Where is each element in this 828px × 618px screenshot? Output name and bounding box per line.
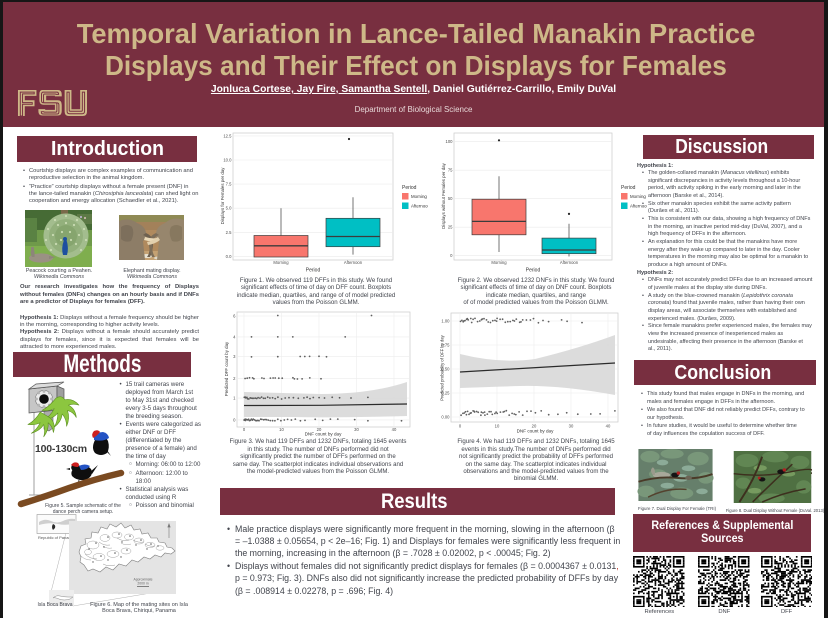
svg-text:Morning: Morning	[273, 260, 289, 265]
svg-text:10: 10	[495, 424, 500, 429]
svg-text:50: 50	[448, 196, 453, 201]
svg-text:1.00: 1.00	[441, 319, 450, 324]
svg-text:5.0: 5.0	[226, 206, 232, 211]
svg-text:6: 6	[233, 314, 236, 319]
svg-text:Republic of Panama: Republic of Panama	[38, 535, 75, 540]
svg-text:20: 20	[532, 424, 537, 429]
svg-text:40: 40	[392, 427, 397, 432]
svg-text:0.00: 0.00	[441, 415, 450, 420]
svg-text:0: 0	[243, 427, 246, 432]
svg-text:0.50: 0.50	[441, 367, 450, 372]
svg-text:0: 0	[459, 424, 462, 429]
svg-text:Predicted DFF count by day: Predicted DFF count by day	[224, 341, 229, 396]
svg-text:0.25: 0.25	[441, 391, 450, 396]
svg-text:1: 1	[233, 396, 236, 401]
svg-text:0: 0	[233, 417, 236, 422]
svg-text:3: 3	[233, 354, 236, 359]
svg-text:75: 75	[448, 168, 453, 173]
svg-text:10.0: 10.0	[223, 158, 232, 163]
svg-text:Afternoon: Afternoon	[344, 260, 363, 265]
svg-text:DNF count by day: DNF count by day	[517, 429, 554, 434]
svg-text:Period: Period	[526, 268, 541, 274]
svg-text:0.75: 0.75	[441, 343, 450, 348]
svg-text:2000 m: 2000 m	[137, 582, 148, 586]
svg-text:12.5: 12.5	[223, 133, 232, 138]
svg-text:30: 30	[569, 424, 574, 429]
svg-text:Predicted probability of DFF b: Predicted probability of DFF by day	[440, 334, 445, 400]
svg-text:Approximate: Approximate	[133, 578, 152, 582]
svg-text:Afternoon: Afternoon	[411, 204, 428, 209]
svg-text:2: 2	[233, 376, 236, 381]
svg-text:40: 40	[606, 424, 611, 429]
svg-text:Period: Period	[621, 185, 636, 191]
svg-text:20: 20	[317, 427, 322, 432]
svg-text:25: 25	[448, 225, 453, 230]
svg-text:30: 30	[354, 427, 359, 432]
svg-text:4: 4	[233, 334, 236, 339]
svg-text:Afternoon: Afternoon	[560, 260, 579, 265]
svg-text:Period: Period	[402, 185, 417, 191]
svg-text:0.0: 0.0	[226, 254, 232, 259]
svg-text:DNF count by day: DNF count by day	[305, 432, 342, 437]
svg-text:Displays without Females per d: Displays without Females per day	[441, 162, 446, 228]
svg-text:100: 100	[446, 139, 454, 144]
svg-text:0: 0	[450, 253, 453, 258]
svg-text:10: 10	[279, 427, 284, 432]
svg-text:2.5: 2.5	[226, 230, 232, 235]
svg-text:Displays for Females per day: Displays for Females per day	[220, 167, 225, 225]
svg-text:Morning: Morning	[411, 194, 427, 199]
svg-text:7.5: 7.5	[226, 182, 232, 187]
svg-text:Morning: Morning	[491, 260, 507, 265]
svg-text:Period: Period	[306, 268, 321, 274]
